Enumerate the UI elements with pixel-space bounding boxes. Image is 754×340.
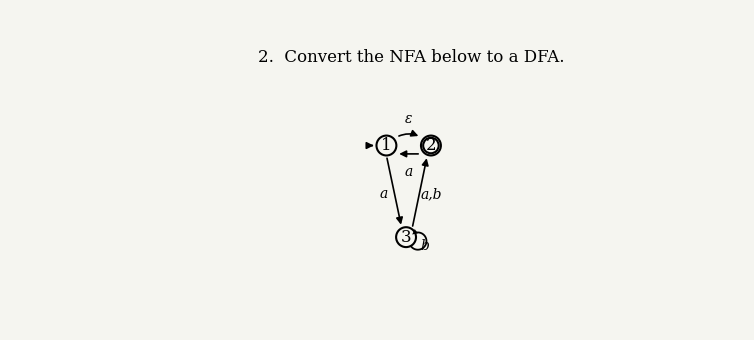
Text: a: a <box>405 165 412 179</box>
Text: 2.  Convert the NFA below to a DFA.: 2. Convert the NFA below to a DFA. <box>258 49 565 66</box>
Circle shape <box>396 227 416 247</box>
Text: 3: 3 <box>400 229 412 245</box>
Text: ε: ε <box>405 112 412 126</box>
Text: b: b <box>420 239 429 253</box>
Circle shape <box>421 136 441 155</box>
Text: 2: 2 <box>425 137 437 154</box>
Text: a: a <box>380 187 388 201</box>
Circle shape <box>376 136 397 155</box>
Text: a,b: a,b <box>421 187 442 201</box>
Text: 1: 1 <box>381 137 392 154</box>
